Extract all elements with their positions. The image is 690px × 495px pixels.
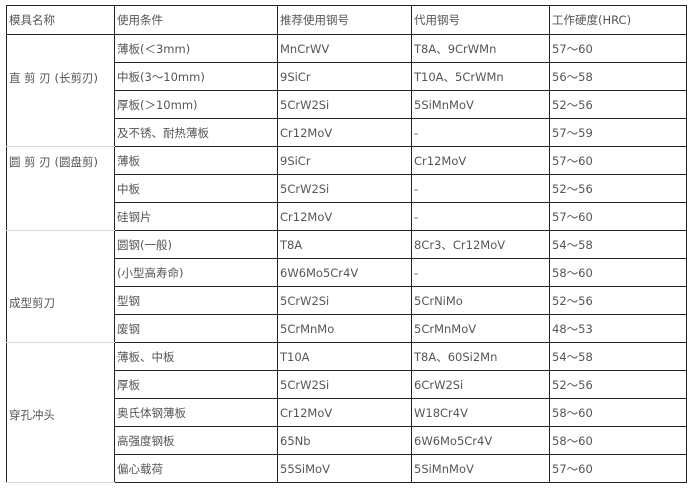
substitute-steel-cell: 5SiMnMoV: [411, 90, 550, 119]
recommended-steel-cell: 5CrW2Si: [277, 286, 412, 315]
table-row: 圆 剪 刃 (圆盘剪) 薄板 9SiCr Cr12MoV 57～60: [6, 146, 687, 231]
table-row: 成型剪刀 圆钢(一般) T8A 8Cr3、Cr12MoV 54～58: [6, 230, 687, 343]
table-row: 及不锈、耐热薄板 Cr12MoV -57～59: [7, 118, 687, 147]
condition-cell: 薄板、中板: [114, 342, 278, 371]
recommended-steel-cell: 9SiCr: [277, 62, 412, 91]
condition-cell: 厚板: [114, 370, 278, 399]
substitute-steel-cell: 6CrW2Si: [411, 370, 550, 399]
table-row: 奥氏体钢薄板 Cr12MoV W18Cr4V 58～60: [7, 398, 687, 427]
hardness-cell: 58～60: [549, 398, 687, 427]
header-cell: 使用条件: [114, 5, 278, 35]
substitute-steel-cell: Cr12MoV: [411, 146, 550, 175]
recommended-steel-cell: 6W6Mo5Cr4V: [277, 258, 412, 287]
substitute-steel-cell: T10A、5CrWMn: [411, 62, 550, 91]
table-row: 中板(3～10mm) 9SiCr T10A、5CrWMn 56～58: [7, 62, 687, 91]
condition-cell: 薄板: [114, 146, 278, 175]
substitute-steel-cell: -: [411, 174, 550, 203]
condition-cell: 及不锈、耐热薄板: [114, 118, 278, 147]
condition-cell: 高强度钢板: [114, 426, 278, 455]
hardness-cell: 57～60: [549, 34, 687, 63]
die-name-cell: 成型剪刀: [6, 230, 115, 343]
condition-cell: 中板(3～10mm): [114, 62, 278, 91]
recommended-steel-cell: Cr12MoV: [277, 118, 412, 147]
condition-cell: 型钢: [114, 286, 278, 315]
hardness-cell: 57～60: [549, 146, 687, 175]
table-row: 型钢 5CrW2Si 5CrNiMo 52～56: [7, 286, 687, 315]
header-row: 模具名称 使用条件 推荐使用钢号 代用钢号 工作硬度(HRC): [6, 5, 687, 35]
die-name: 成型剪刀: [9, 295, 55, 310]
hardness-cell: 54～58: [549, 342, 687, 371]
header-cell: 推荐使用钢号: [277, 5, 412, 35]
substitute-steel-cell: 5CrNiMo: [411, 286, 550, 315]
condition-cell: (小型高寿命): [114, 258, 278, 287]
die-name: 穿孔冲头: [9, 407, 55, 422]
substitute-steel-cell: 6W6Mo5Cr4V: [411, 426, 550, 455]
substitute-steel-cell: -: [411, 202, 550, 231]
condition-cell: 中板: [114, 174, 278, 203]
recommended-steel-cell: 55SiMoV: [277, 454, 412, 483]
header-cell: 代用钢号: [411, 5, 550, 35]
recommended-steel-cell: T8A: [277, 230, 412, 259]
substitute-steel-cell: 5SiMnMoV: [411, 454, 550, 483]
substitute-steel-cell: 8Cr3、Cr12MoV: [411, 230, 550, 259]
condition-cell: 厚板(＞10mm): [114, 90, 278, 119]
recommended-steel-cell: 9SiCr: [277, 146, 412, 175]
substitute-steel-cell: 5CrMnMoV: [411, 314, 550, 343]
condition-cell: 圆钢(一般): [114, 230, 278, 259]
table-row: 厚板(＞10mm) 5CrW2Si 5SiMnMoV 52～56: [7, 90, 687, 119]
die-name-cell: 直 剪 刃 (长剪刃): [6, 34, 115, 147]
hardness-cell: 58～60: [549, 258, 687, 287]
hardness-cell: 52～56: [549, 370, 687, 399]
recommended-steel-cell: T10A: [277, 342, 412, 371]
condition-cell: 废钢: [114, 314, 278, 343]
header-cell: 模具名称: [6, 5, 115, 35]
recommended-steel-cell: MnCrWV: [277, 34, 412, 63]
recommended-steel-cell: 5CrW2Si: [277, 370, 412, 399]
recommended-steel-cell: 5CrMnMo: [277, 314, 412, 343]
recommended-steel-cell: Cr12MoV: [277, 202, 412, 231]
condition-cell: 硅钢片: [114, 202, 278, 231]
steel-selection-table: 模具名称 使用条件 推荐使用钢号 代用钢号 工作硬度(HRC) 直 剪 刃 (长…: [6, 5, 687, 483]
hardness-cell: 57～60: [549, 202, 687, 231]
die-name-cell: 穿孔冲头: [6, 342, 115, 483]
table-row: 偏心载荷 55SiMoV 5SiMnMoV 57～60: [7, 454, 687, 483]
die-name-cell: 圆 剪 刃 (圆盘剪): [6, 146, 115, 231]
hardness-cell: 52～56: [549, 90, 687, 119]
substitute-steel-cell: T8A、9CrWMn: [411, 34, 550, 63]
hardness-cell: 56～58: [549, 62, 687, 91]
die-name: 直 剪 刃 (长剪刃): [9, 71, 98, 86]
die-name: 圆 剪 刃 (圆盘剪): [9, 155, 98, 169]
hardness-cell: 48～53: [549, 314, 687, 343]
recommended-steel-cell: Cr12MoV: [277, 398, 412, 427]
substitute-steel-cell: -: [411, 258, 550, 287]
substitute-steel-cell: -: [411, 118, 550, 147]
hardness-cell: 58～60: [549, 426, 687, 455]
table-row: 硅钢片 Cr12MoV -57～60: [7, 202, 687, 231]
hardness-cell: 52～56: [549, 174, 687, 203]
recommended-steel-cell: 5CrW2Si: [277, 90, 412, 119]
condition-cell: 偏心载荷: [114, 454, 278, 483]
table-row: 穿孔冲头 薄板、中板 T10A T8A、60Si2Mn 54～58: [6, 342, 687, 483]
hardness-cell: 52～56: [549, 286, 687, 315]
hardness-cell: 54～58: [549, 230, 687, 259]
recommended-steel-cell: 5CrW2Si: [277, 174, 412, 203]
condition-cell: 薄板(＜3mm): [114, 34, 278, 63]
substitute-steel-cell: W18Cr4V: [411, 398, 550, 427]
hardness-cell: 57～59: [549, 118, 687, 147]
table-row: (小型高寿命) 6W6Mo5Cr4V -58～60: [7, 258, 687, 287]
recommended-steel-cell: 65Nb: [277, 426, 412, 455]
table-row: 高强度钢板 65Nb 6W6Mo5Cr4V 58～60: [7, 426, 687, 455]
table-row: 直 剪 刃 (长剪刃) 薄板(＜3mm) MnCrWV T8A、9CrWMn 57～60: [6, 34, 687, 147]
substitute-steel-cell: T8A、60Si2Mn: [411, 342, 550, 371]
condition-cell: 奥氏体钢薄板: [114, 398, 278, 427]
header-cell: 工作硬度(HRC): [549, 5, 687, 35]
hardness-cell: 57～60: [549, 454, 687, 483]
